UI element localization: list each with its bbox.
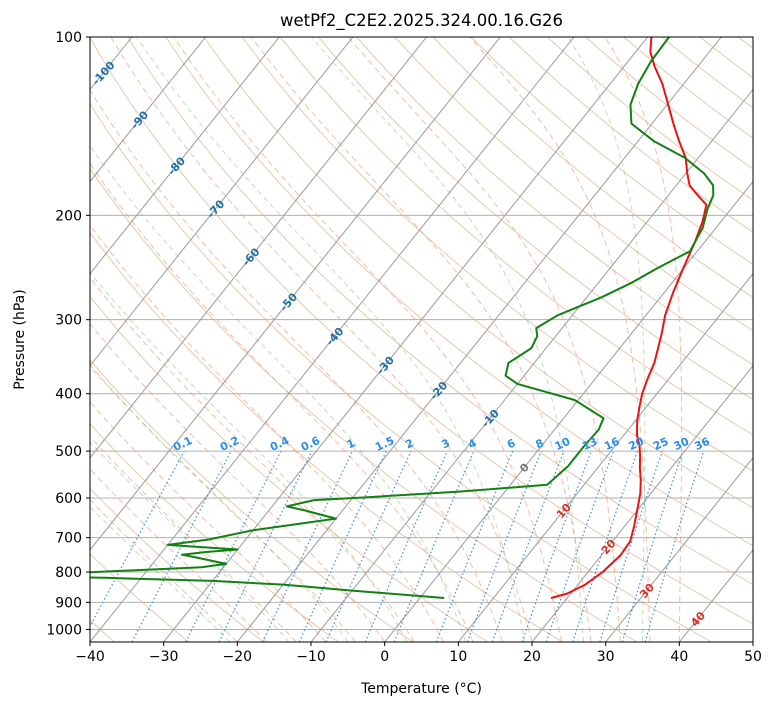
wetbulb-line [90,365,349,642]
x-tick-label: −10 [296,649,326,665]
isotherm [90,37,575,642]
dry-adiabat [90,167,638,642]
moist-adiabat [250,37,592,642]
isotherm [457,272,753,642]
dry-adiabat [241,37,753,472]
isotherm [531,364,753,642]
chart-title: wetPf2_C2E2.2025.324.00.16.G26 [280,11,563,31]
isotherm [605,457,753,642]
x-tick-label: 10 [449,649,467,665]
moist-adiabat [90,89,503,642]
x-tick-label: −30 [149,649,179,665]
mixing-ratio-label: 13 [580,435,599,453]
moist-adiabat [469,37,651,642]
moist-adiabat [90,468,268,642]
dry-adiabat [356,37,753,366]
y-tick-label: 700 [55,531,82,547]
mixing-ratio-label: 25 [651,435,670,453]
x-tick-label: −20 [223,649,253,665]
y-tick-label: 800 [55,565,82,581]
isotherm [236,37,722,642]
background-lines [90,37,753,642]
y-tick-label: 300 [55,313,82,329]
dry-adiabat [90,103,712,642]
dry-adiabat [90,553,190,642]
isotherm [90,37,207,183]
temperature-profile [550,37,708,599]
wetbulb-line [311,37,585,642]
x-axis-label: Temperature (°C) [360,681,482,697]
x-tick-label: 40 [670,649,688,665]
isotherm [90,37,354,367]
x-tick-label: −40 [75,649,105,665]
mixing-ratio-label: 10 [553,435,573,453]
x-tick-label: 30 [597,649,615,665]
dry-adiabat [90,487,264,642]
mixing-ratio-line [599,450,663,642]
isotherm [90,37,501,551]
wetbulb-line [90,271,408,642]
moist-adiabat [90,162,474,642]
moist-adiabat [90,499,238,642]
wetbulb-line [567,37,646,642]
dry-adiabat [318,37,753,401]
y-tick-label: 200 [55,208,82,224]
mixing-ratio-label: 16 [602,435,622,453]
mixing-ratio-line [572,450,639,642]
wetbulb-line [90,441,290,642]
moist-adiabat [90,224,445,642]
mixing-ratio-line [491,450,565,642]
isotherm [90,37,428,459]
x-tick-label: 50 [744,649,762,665]
y-axis-label: Pressure (hPa) [12,289,28,389]
dry-adiabat [90,423,339,642]
isotherm [384,180,753,642]
x-tick-label: 0 [380,649,389,665]
dewpoint-profile [90,37,715,599]
moist-adiabat [90,364,356,642]
dry-adiabat [279,37,753,436]
mixing-ratio-line [435,450,514,642]
moist-adiabat [90,435,297,642]
mixing-ratio-line [393,450,475,642]
mixing-ratio-label: 20 [626,435,646,453]
mixing-ratio-label: 36 [692,435,712,453]
moist-adiabat [90,323,386,642]
mixing-ratio-line [90,450,185,628]
dry-adiabat [90,231,563,642]
y-tick-label: 600 [55,491,82,507]
y-tick-label: 100 [55,30,82,46]
y-tick-label: 900 [55,595,82,611]
mixing-ratio-line [621,450,684,642]
mixing-ratio-line [466,450,542,642]
moist-adiabat [110,37,533,642]
plot-frame [89,36,754,643]
mixing-ratio-line [325,450,412,642]
mixing-ratio-line [644,450,705,642]
axes-layer: −40 −30 −20 −10 0 10 20 30 40 50 100 200 300 400 500 60… [46,30,762,665]
moist-adiabat [90,276,415,642]
mixing-ratio-line [521,450,592,642]
isotherm [163,37,649,642]
y-tick-label: 500 [55,444,82,460]
mixing-ratio-line [185,450,282,642]
y-tick-label: 1000 [46,622,82,638]
isotherm [310,88,753,642]
dry-adiabat [432,37,753,298]
moist-adiabat [347,37,621,642]
wetbulb-line [90,145,467,642]
mixing-ratio-line [545,450,614,642]
dry-adiabat [90,295,488,642]
series-layer [90,37,715,599]
x-tick-label: 20 [523,649,541,665]
dry-adiabat [127,37,753,586]
isotherm [90,37,280,275]
dry-adiabat [203,37,753,509]
y-tick-label: 400 [55,387,82,403]
mixing-ratio-label: 30 [672,435,692,453]
